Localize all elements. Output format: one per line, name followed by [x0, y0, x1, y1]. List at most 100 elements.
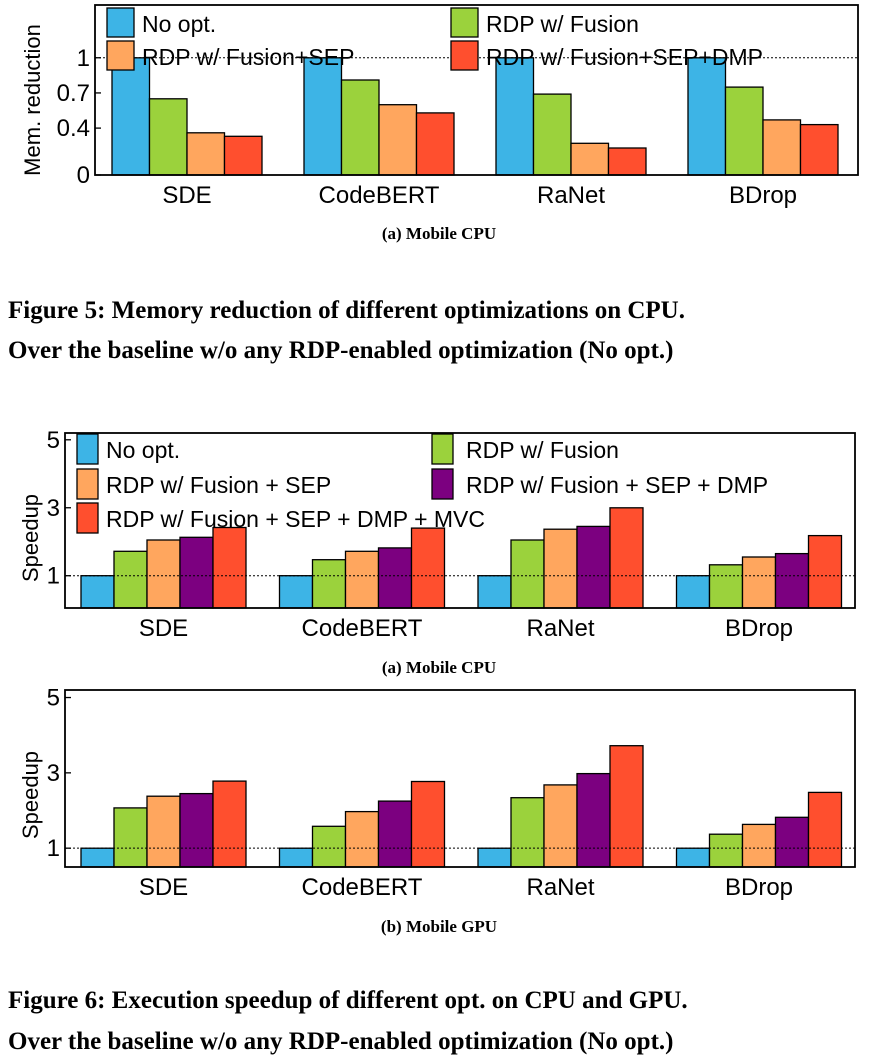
bar-ranet-series-0 — [495, 57, 535, 176]
y-tick-label: 0.7 — [57, 80, 90, 107]
y-tick-label: 0 — [77, 162, 90, 189]
mem-legend: No opt. RDP w/ Fusion RDP w/ Fusion+SEP RDP… — [106, 7, 763, 71]
legend-swatch — [76, 433, 99, 465]
bar-bdrop-series-4 — [807, 791, 843, 868]
bar-sde-series-3 — [179, 792, 214, 868]
bar-ranet-series-1 — [510, 539, 545, 609]
legend-label: RDP w/ Fusion — [486, 11, 639, 37]
legend-label: RDP w/ Fusion+SEP+DMP — [486, 44, 763, 70]
bar-bdrop-series-2 — [741, 556, 777, 609]
bar-sde-series-0 — [80, 575, 115, 609]
bar-sde-series-2 — [146, 795, 181, 868]
bar-ranet-series-2 — [570, 142, 610, 176]
gpu-y-ticks: 1 3 5 — [47, 685, 71, 862]
cpu-x-category-labels: SDE CodeBERT RaNet BDrop — [139, 615, 793, 642]
cpu-y-axis-label: Speedup — [18, 494, 43, 582]
mem-subcaption: (a) Mobile CPU — [382, 224, 496, 243]
bar-bdrop-series-2 — [762, 119, 802, 176]
x-category-label: RaNet — [526, 874, 594, 901]
figure6-caption-line2: Over the baseline w/o any RDP-enabled op… — [8, 1028, 674, 1055]
x-category-label: BDrop — [725, 615, 793, 642]
bar-ranet-series-0 — [477, 847, 512, 868]
bar-codebert-series-2 — [344, 550, 380, 609]
bar-codebert-series-0 — [278, 847, 314, 868]
y-tick-label: 1 — [47, 835, 60, 862]
cpu-subcaption: (a) Mobile CPU — [382, 658, 496, 677]
cpu-speedup-bars-group — [80, 507, 843, 609]
bar-codebert-series-3 — [377, 800, 413, 868]
legend-swatch — [450, 40, 479, 71]
legend-swatch — [106, 40, 135, 71]
bar-sde-series-2 — [186, 132, 226, 176]
figure5-caption-line1: Figure 5: Memory reduction of different … — [8, 297, 685, 324]
gpu-x-category-labels: SDE CodeBERT RaNet BDrop — [139, 874, 793, 901]
x-category-label: SDE — [139, 615, 188, 642]
bar-codebert-series-4 — [410, 780, 446, 868]
bar-sde-series-2 — [146, 539, 181, 609]
bar-ranet-series-1 — [532, 93, 572, 176]
legend-label: No opt. — [142, 11, 216, 37]
mem-bars-group — [111, 57, 839, 176]
bar-codebert-series-3 — [415, 112, 455, 176]
bar-bdrop-series-0 — [675, 575, 711, 609]
legend-label: RDP w/ Fusion + SEP + DMP + MVC — [106, 506, 485, 532]
bar-codebert-series-0 — [303, 57, 343, 176]
x-category-label: RaNet — [526, 615, 594, 642]
bar-bdrop-series-3 — [799, 123, 839, 176]
x-category-label: CodeBERT — [302, 874, 423, 901]
bar-codebert-series-2 — [344, 810, 380, 868]
y-tick-label: 0.4 — [57, 115, 90, 142]
legend-label: RDP w/ Fusion — [466, 437, 619, 463]
gpu-subcaption: (b) Mobile GPU — [381, 917, 497, 936]
bar-sde-series-0 — [80, 847, 115, 868]
legend-swatch — [76, 502, 99, 534]
bar-sde-series-3 — [179, 536, 214, 609]
bar-bdrop-series-0 — [675, 847, 711, 868]
bar-sde-series-0 — [111, 57, 151, 176]
bar-codebert-series-0 — [278, 575, 314, 609]
bar-bdrop-series-3 — [774, 552, 810, 609]
bar-ranet-series-1 — [510, 797, 545, 868]
bar-codebert-series-4 — [410, 527, 446, 609]
bar-ranet-series-3 — [576, 525, 611, 609]
mem-x-category-labels: SDE CodeBERT RaNet BDrop — [162, 182, 797, 209]
mem-y-ticks: 0 0.4 0.7 1 — [57, 45, 101, 189]
y-tick-label: 5 — [47, 685, 60, 712]
legend-swatch — [106, 7, 135, 38]
bar-bdrop-series-1 — [708, 833, 744, 868]
y-tick-label: 3 — [47, 495, 60, 522]
bar-sde-series-4 — [212, 526, 247, 609]
x-category-label: BDrop — [729, 182, 797, 209]
chart-gpu-speedup: 1 3 5 SDE CodeBERT RaNet BDrop Speedup (b) Mo… — [18, 685, 856, 936]
cpu-y-ticks: 1 3 5 — [47, 427, 71, 590]
bar-codebert-series-1 — [340, 79, 380, 176]
legend-label: RDP w/ Fusion + SEP — [106, 472, 331, 498]
bar-bdrop-series-2 — [741, 823, 777, 868]
bar-sde-series-1 — [113, 807, 148, 868]
gpu-speedup-bars-group — [80, 745, 843, 868]
bar-ranet-series-4 — [609, 507, 644, 609]
bar-bdrop-series-0 — [687, 57, 727, 176]
legend-swatch — [76, 468, 99, 500]
bar-codebert-series-1 — [311, 825, 347, 868]
bar-ranet-series-2 — [543, 784, 578, 868]
bar-sde-series-3 — [223, 135, 263, 176]
x-category-label: SDE — [139, 874, 188, 901]
bar-sde-series-1 — [148, 98, 188, 176]
x-category-label: SDE — [162, 182, 211, 209]
legend-label: No opt. — [106, 437, 180, 463]
x-category-label: CodeBERT — [319, 182, 440, 209]
cpu-plot-frame — [64, 432, 856, 609]
x-category-label: RaNet — [537, 182, 605, 209]
mem-y-axis-label: Mem. reduction — [20, 24, 45, 176]
bar-ranet-series-4 — [609, 745, 644, 868]
bar-sde-series-1 — [113, 550, 148, 609]
figure6-caption-line1: Figure 6: Execution speedup of different… — [8, 987, 688, 1014]
gpu-y-axis-label: Speedup — [18, 751, 43, 839]
chart-mem-reduction: 0 0.4 0.7 1 SDE CodeBERT RaNet BDrop Mem. redu… — [20, 4, 859, 243]
cpu-speedup-legend: No opt. RDP w/ Fusion RDP w/ Fusion + SEP R… — [76, 433, 768, 534]
x-category-label: BDrop — [725, 874, 793, 901]
y-tick-label: 3 — [47, 760, 60, 787]
legend-swatch — [450, 7, 479, 38]
bar-codebert-series-2 — [378, 104, 418, 176]
